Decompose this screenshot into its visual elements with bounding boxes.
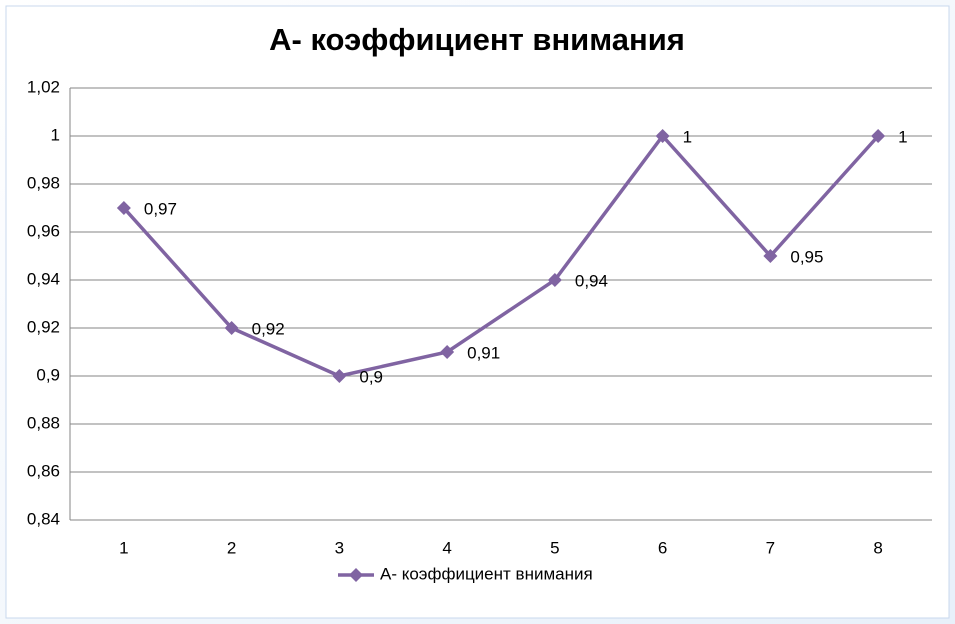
data-label: 0,91 [467, 343, 500, 362]
y-tick-label: 1 [51, 125, 60, 144]
x-tick-label: 2 [227, 538, 236, 557]
y-tick-label: 0,94 [27, 269, 60, 288]
data-point [332, 369, 347, 383]
chart-area [5, 5, 950, 619]
y-tick-label: 0,88 [27, 413, 60, 432]
x-tick-label: 7 [766, 538, 775, 557]
x-tick-label: 4 [442, 538, 451, 557]
data-label: 0,94 [575, 271, 608, 290]
data-point [224, 321, 239, 335]
y-tick-label: 0,84 [27, 509, 60, 528]
data-label: 0,92 [252, 319, 285, 338]
y-tick-label: 0,98 [27, 173, 60, 192]
x-tick-label: 6 [658, 538, 667, 557]
x-tick-label: 1 [119, 538, 128, 557]
y-tick-label: 0,86 [27, 461, 60, 480]
data-point [871, 129, 886, 143]
x-tick-label: 5 [550, 538, 559, 557]
data-label: 1 [898, 127, 907, 146]
data-label: 0,97 [144, 199, 177, 218]
x-tick-label: 3 [335, 538, 344, 557]
chart-title: А- коэффициент внимания [269, 22, 685, 57]
data-point [440, 345, 455, 359]
x-tick-label: 8 [873, 538, 882, 557]
legend-marker [349, 568, 363, 582]
y-tick-label: 0,96 [27, 221, 60, 240]
data-point [547, 273, 562, 287]
data-label: 1 [683, 127, 692, 146]
legend-label: А- коэффициент внимания [380, 564, 593, 583]
data-point [763, 249, 778, 263]
y-tick-label: 0,9 [36, 365, 60, 384]
data-point [116, 201, 131, 215]
y-tick-label: 1,02 [27, 77, 60, 96]
series-line [122, 133, 880, 378]
y-tick-label: 0,92 [27, 317, 60, 336]
data-point [655, 129, 670, 143]
data-label: 0,95 [790, 247, 823, 266]
data-label: 0,9 [359, 367, 383, 386]
